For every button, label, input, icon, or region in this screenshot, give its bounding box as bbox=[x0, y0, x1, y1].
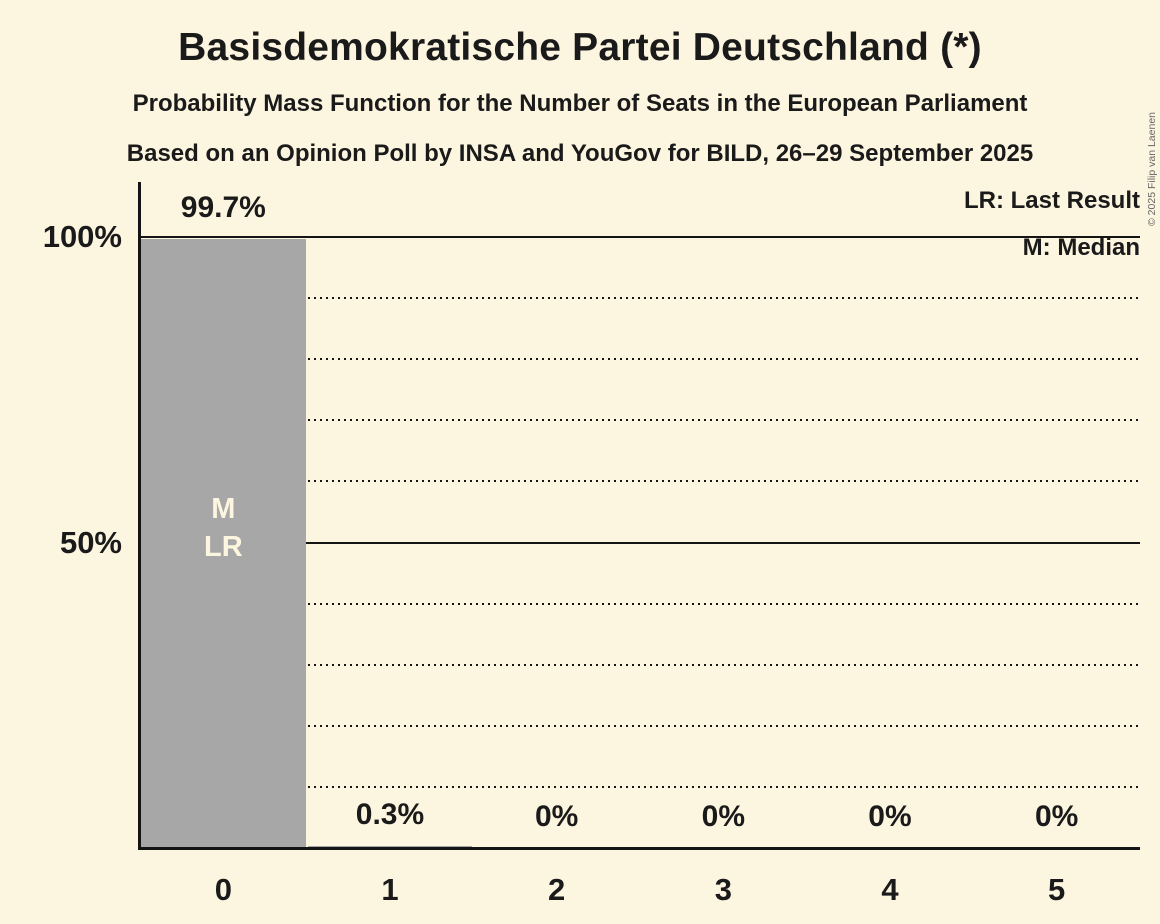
bar bbox=[141, 238, 306, 848]
legend-median: M: Median bbox=[1022, 234, 1140, 261]
chart-source-line: Based on an Opinion Poll by INSA and You… bbox=[126, 140, 1034, 167]
x-tick-label: 0 bbox=[214, 872, 232, 907]
y-tick-label: 50% bbox=[59, 524, 122, 560]
minor-gridline bbox=[140, 358, 1140, 361]
x-tick-label: 3 bbox=[714, 872, 732, 907]
minor-gridline bbox=[140, 785, 1140, 788]
minor-gridline bbox=[140, 724, 1140, 727]
chart-subtitle: Probability Mass Function for the Number… bbox=[132, 90, 1028, 117]
major-gridline bbox=[140, 541, 1140, 544]
bar-value-label: 0.3% bbox=[355, 798, 425, 832]
y-tick-label: 100% bbox=[42, 219, 122, 254]
x-tick-label: 1 bbox=[381, 872, 399, 907]
y-axis-line bbox=[138, 182, 141, 850]
minor-gridline bbox=[140, 480, 1140, 483]
minor-gridline bbox=[140, 419, 1140, 422]
page-title: Basisdemokratische Partei Deutschland (*… bbox=[178, 26, 982, 69]
legend-last-result: LR: Last Result bbox=[963, 187, 1140, 214]
x-tick-label: 2 bbox=[548, 872, 566, 907]
major-gridline bbox=[140, 236, 1140, 238]
copyright-notice: © 2025 Filip van Laenen bbox=[1146, 112, 1158, 226]
x-axis-line bbox=[138, 847, 1140, 850]
minor-gridline bbox=[140, 663, 1140, 666]
bar-annotation-median-lastresult: M LR bbox=[203, 493, 243, 563]
bar-value-label: 99.7% bbox=[180, 190, 266, 224]
bar-value-label: 0% bbox=[701, 800, 745, 833]
bar-value-label: 0% bbox=[868, 800, 912, 833]
bar-value-label: 0% bbox=[1034, 800, 1079, 833]
minor-gridline bbox=[140, 602, 1140, 605]
x-tick-label: 4 bbox=[881, 872, 899, 907]
x-tick-label: 5 bbox=[1048, 872, 1066, 907]
minor-gridline bbox=[140, 297, 1140, 300]
bar-value-label: 0% bbox=[534, 800, 579, 833]
